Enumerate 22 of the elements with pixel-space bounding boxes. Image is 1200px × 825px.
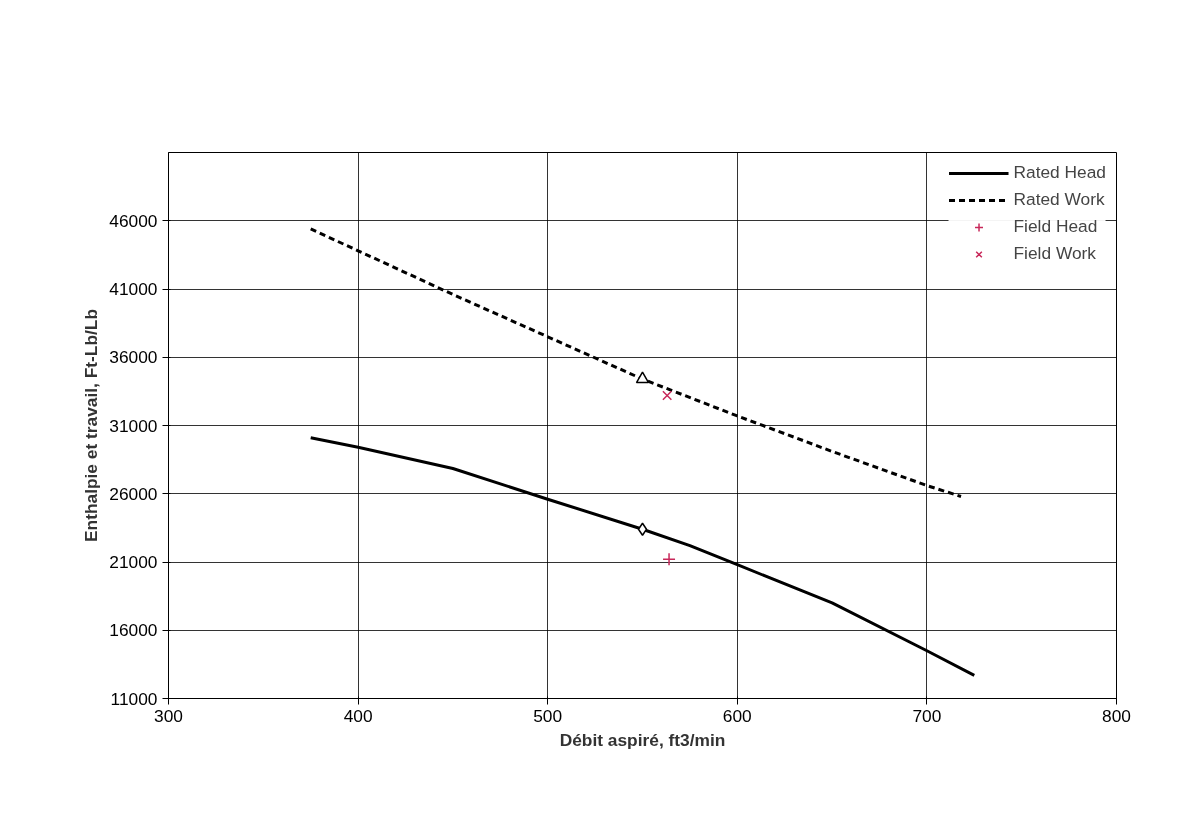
- point: [635, 371, 650, 384]
- x-tick-label: 500: [533, 705, 563, 726]
- point: [637, 522, 648, 536]
- y-tick-label: 31000: [109, 415, 158, 436]
- x-tick-label: 800: [1102, 705, 1131, 726]
- point: [662, 552, 676, 567]
- point: [662, 390, 673, 401]
- x-tick-label: 700: [912, 705, 942, 726]
- y-tick-label: 26000: [109, 483, 158, 504]
- y-tick-label: 46000: [109, 210, 158, 231]
- y-axis-title: Enthalpie et travail, Ft-Lb/Lb: [81, 309, 102, 542]
- y-tick-label: 21000: [109, 552, 158, 572]
- y-tick-label: 36000: [109, 347, 158, 368]
- legend-label: Rated Work: [1013, 189, 1105, 210]
- legend-label: Rated Head: [1013, 162, 1106, 183]
- y-tick-label: 16000: [109, 620, 158, 641]
- y-tick-label: 41000: [109, 279, 158, 299]
- x-axis-title: Débit aspiré, ft3/min: [559, 729, 726, 750]
- legend-label: Field Head: [1013, 216, 1098, 237]
- legend-label: Field Work: [1013, 243, 1097, 264]
- x-tick-label: 600: [722, 705, 752, 726]
- x-tick-label: 400: [343, 705, 373, 726]
